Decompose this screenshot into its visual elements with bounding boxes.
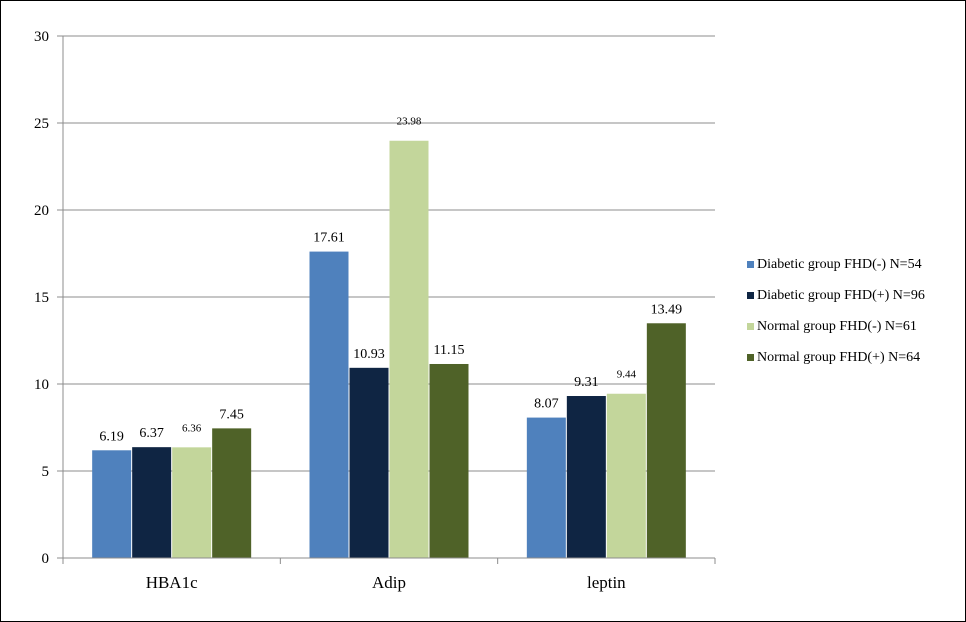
data-label: 10.93 [353, 347, 385, 362]
bar [566, 396, 606, 558]
bar [389, 140, 429, 559]
y-tick-label: 25 [34, 116, 49, 132]
data-label: 17.61 [313, 231, 345, 246]
y-tick-label: 20 [34, 203, 49, 219]
data-label: 6.19 [99, 429, 124, 444]
legend-label: Diabetic group FHD(+) N=96 [757, 288, 925, 303]
legend-label: Normal group FHD(-) N=61 [757, 319, 917, 334]
y-tick-label: 15 [34, 290, 49, 306]
data-label: 9.44 [617, 369, 637, 381]
y-tick-label: 30 [34, 29, 49, 45]
bar [132, 447, 172, 558]
legend: Diabetic group FHD(-) N=54 Diabetic group… [747, 257, 925, 365]
y-axis-ticks: 0 5 10 15 20 25 30 [34, 29, 63, 567]
legend-swatch [747, 323, 754, 330]
x-category-label: HBA1c [146, 573, 198, 592]
bars [92, 140, 686, 559]
data-label: 13.49 [651, 302, 683, 317]
legend-label: Normal group FHD(+) N=64 [757, 350, 920, 365]
legend-label: Diabetic group FHD(-) N=54 [757, 257, 922, 272]
x-axis-categories: HBA1c Adip leptin [146, 573, 626, 592]
y-tick-label: 10 [34, 377, 49, 393]
bar [309, 251, 349, 558]
bar [429, 363, 469, 558]
bar [92, 450, 132, 558]
gridlines [63, 35, 715, 472]
y-tick-label: 5 [42, 464, 50, 480]
legend-swatch [747, 354, 754, 361]
data-label: 6.36 [182, 422, 202, 434]
legend-swatch [747, 292, 754, 299]
bar [606, 393, 646, 558]
bar [212, 428, 252, 558]
x-category-label: leptin [587, 573, 626, 592]
data-label: 11.15 [434, 343, 465, 358]
bar [646, 323, 686, 558]
data-labels: 6.19 6.37 6.36 7.45 17.61 10.93 23.98 11.15 8.07… [99, 116, 682, 445]
x-category-label: Adip [372, 573, 406, 592]
legend-swatch [747, 261, 754, 268]
bar [349, 367, 389, 558]
data-label: 7.45 [219, 407, 244, 422]
y-tick-label: 0 [42, 551, 50, 567]
axes [62, 36, 716, 564]
data-label: 9.31 [574, 375, 599, 390]
data-label: 6.37 [139, 426, 164, 441]
bar [172, 447, 212, 558]
bar [526, 417, 566, 558]
data-label: 8.07 [534, 397, 559, 412]
data-label: 23.98 [397, 116, 422, 128]
